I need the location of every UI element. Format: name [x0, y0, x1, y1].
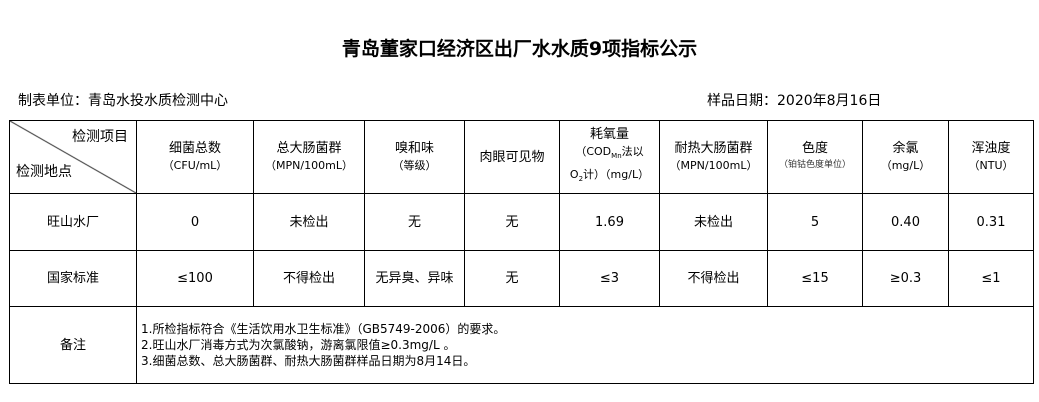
notes-label: 备注	[9, 306, 137, 384]
cell-text: 2.旺山水厂消毒方式为次氯酸钠，游离氯限值≥0.3mg/L 。	[141, 338, 456, 352]
cell-text: 国家标准	[9, 250, 137, 307]
cell-text: 浑浊度	[971, 141, 1011, 156]
header-row: 检测项目检测地点 细菌总数 （CFU/mL） 总大肠菌群 （MPN/100mL） 嗅…	[9, 120, 1034, 194]
item-label: 检测项目	[72, 129, 128, 145]
header-cell: 色度 （铂钴色度单位）	[767, 120, 863, 194]
cell-text: 耐热大肠菌群	[674, 141, 753, 156]
cell-text: 无	[464, 193, 560, 251]
cell-text: 耗氧量	[589, 127, 629, 143]
table-row: 国家标准 ≤100 不得检出 无异臭、异味无 ≤3 不得检出 ≤15 ≥0.3 ≤1	[9, 250, 1034, 307]
cell-text: 肉眼可见物	[479, 149, 545, 165]
corner-cell: 检测项目检测地点	[9, 120, 137, 194]
cell-text: ≤3	[559, 250, 660, 307]
cell-text: （等级）	[392, 159, 437, 172]
header-cell: 余氯 （mg/L）	[862, 120, 949, 194]
cell-text: （MPN/100mL）	[265, 159, 353, 172]
cell-text: （CFU/mL）	[162, 159, 228, 172]
cell-text: 检测项目检测地点	[10, 121, 136, 193]
cell-text: 计）（mg/L）	[583, 167, 650, 181]
cell-text: （CODMn法以	[560, 143, 659, 165]
cell-text: 法以	[621, 145, 644, 159]
header-cell: 细菌总数 （CFU/mL）	[136, 120, 254, 194]
cell-text: ≥0.3	[862, 250, 949, 307]
cell-text: O	[569, 167, 579, 181]
cell-text: 细菌总数	[168, 141, 221, 156]
cell-text: ≤1	[948, 250, 1034, 307]
cell-text: ≤15	[767, 250, 863, 307]
cell-text: （mg/L）	[880, 159, 931, 172]
cell-text: 3.细菌总数、总大肠菌群、耐热大肠菌群样品日期为8月14日。	[141, 354, 476, 368]
cell-text: 不得检出	[659, 250, 768, 307]
header-cell: 嗅和味 （等级）	[364, 120, 465, 194]
notes-content: 1.所检指标符合《生活饮用水卫生标准》（GB5749-2006）的要求。 2.旺山…	[136, 306, 1034, 384]
place-label: 检测地点	[16, 164, 72, 180]
header-cell: 浑浊度 （NTU）	[948, 120, 1034, 194]
cell-text: 不得检出	[253, 250, 365, 307]
cell-text: 色度	[801, 141, 828, 156]
cell-text: 未检出	[659, 193, 768, 251]
cell-text: 无	[464, 250, 560, 307]
table-row: 旺山水厂 0 未检出无无 1.69 未检出 5 0.40 0.31	[9, 193, 1034, 251]
header-cell: 总大肠菌群 （MPN/100mL）	[253, 120, 365, 194]
cell-text: 0.31	[948, 193, 1034, 251]
issuing-unit: 制表单位：青岛水投水质检测中心	[18, 93, 228, 109]
cell-text: 0.40	[862, 193, 949, 251]
cell-text: O2计）（mg/L）	[560, 166, 659, 188]
cell-text: 无	[364, 193, 465, 251]
cell-text: 5	[767, 193, 863, 251]
cell-text: （铂钴色度单位）	[778, 160, 851, 170]
cell-text: 无异臭、异味	[364, 250, 465, 307]
cell-text: 未检出	[253, 193, 365, 251]
cell-text: ≤100	[136, 250, 254, 307]
cell-text: 嗅和味	[394, 141, 434, 156]
notes-row: 备注 1.所检指标符合《生活饮用水卫生标准》（GB5749-2006）的要求。 2…	[9, 306, 1034, 384]
cell-text: 2	[578, 174, 584, 183]
page-title: 青岛董家口经济区出厂水水质9项指标公示	[341, 38, 698, 60]
cell-text: （NTU）	[968, 159, 1014, 172]
sample-date: 样品日期：2020年8月16日	[707, 93, 882, 109]
cell-text: 0	[136, 193, 254, 251]
cell-text: （COD	[575, 145, 612, 159]
header-cell: 耗氧量 （CODMn法以 O2计）（mg/L）	[559, 120, 660, 194]
cell-text: 余氯	[892, 141, 919, 156]
water-quality-table: 检测项目检测地点 细菌总数 （CFU/mL） 总大肠菌群 （MPN/100mL） 嗅…	[9, 120, 1034, 384]
cell-text: 1.69	[559, 193, 660, 251]
cell-text: Mn	[611, 152, 622, 161]
cell-text: 1.所检指标符合《生活饮用水卫生标准》（GB5749-2006）的要求。	[141, 322, 506, 336]
header-cell: 耐热大肠菌群 （MPN/100mL）	[659, 120, 768, 194]
header-cell: 肉眼可见物	[464, 120, 560, 194]
cell-text: 总大肠菌群	[276, 141, 342, 156]
cell-text: （MPN/100mL）	[669, 159, 758, 172]
cell-text: 旺山水厂	[9, 193, 137, 251]
